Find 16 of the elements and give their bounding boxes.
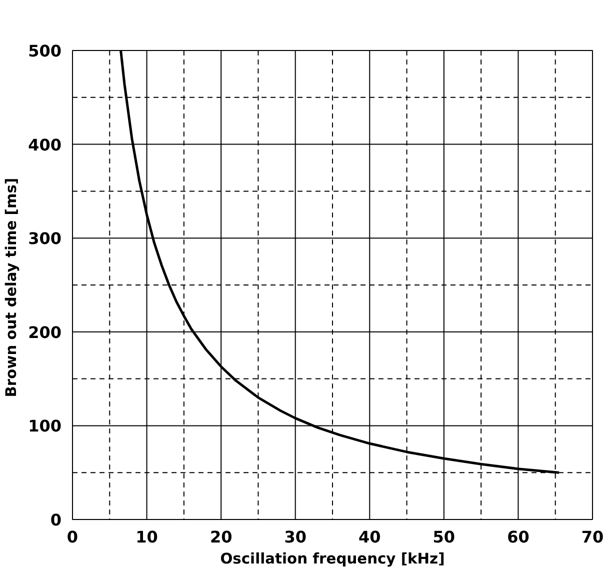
x-tick-label: 0: [66, 528, 78, 546]
x-tick-label: 10: [136, 528, 158, 546]
x-tick-label: 20: [210, 528, 232, 546]
y-tick-label: 300: [28, 229, 62, 248]
x-tick-label: 60: [507, 528, 530, 546]
x-axis-title: Oscillation frequency [kHz]: [220, 550, 445, 568]
y-axis-title: Brown out delay time [ms]: [3, 178, 20, 398]
y-tick-label: 200: [28, 322, 62, 342]
y-tick-label: 500: [28, 42, 62, 60]
x-tick-label: 40: [358, 528, 381, 546]
y-tick-label: 100: [28, 416, 62, 436]
x-tick-label: 50: [432, 528, 456, 546]
x-tick-label: 70: [581, 528, 604, 546]
x-tick-label: 30: [284, 528, 306, 546]
y-tick-label: 0: [50, 510, 62, 530]
y-tick-label: 400: [28, 135, 62, 154]
